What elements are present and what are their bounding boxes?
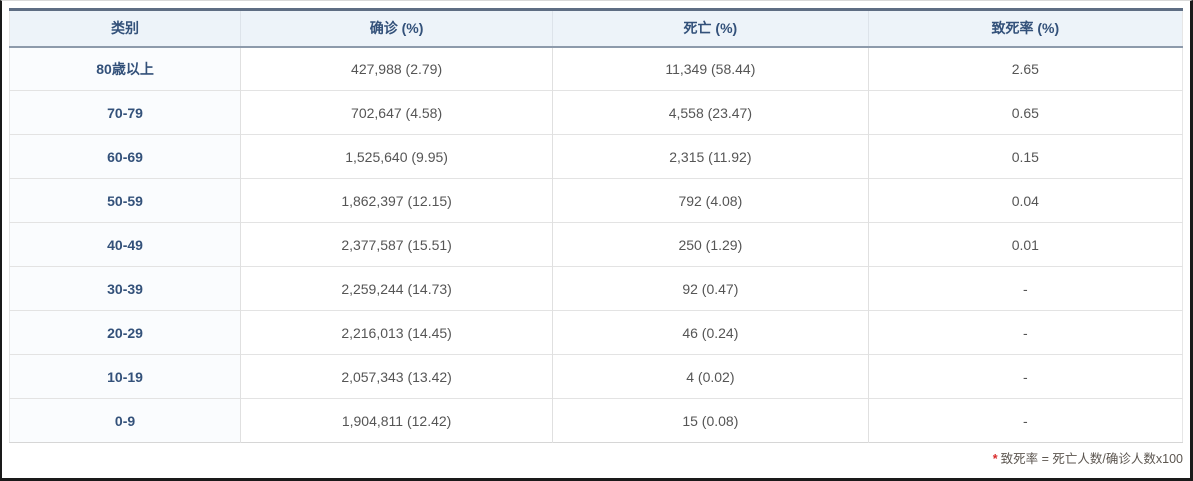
footnote: * 致死率 = 死亡人数/确诊人数x100: [9, 452, 1183, 467]
fatality-rate-cell: -: [867, 354, 1183, 399]
column-header-category: 类别: [9, 9, 241, 48]
header-row: 类别 确诊 (%) 死亡 (%) 致死率 (%): [9, 9, 1183, 48]
table-row: 10-19 2,057,343 (13.42) 4 (0.02) -: [9, 354, 1183, 399]
deaths-cell: 4,558 (23.47): [552, 90, 869, 135]
category-cell: 10-19: [9, 354, 241, 399]
category-cell: 50-59: [9, 178, 241, 223]
category-cell: 60-69: [9, 134, 241, 179]
table-row: 60-69 1,525,640 (9.95) 2,315 (11.92) 0.1…: [9, 134, 1183, 179]
confirmed-cell: 1,525,640 (9.95): [240, 134, 553, 179]
deaths-cell: 2,315 (11.92): [552, 134, 869, 179]
deaths-cell: 792 (4.08): [552, 178, 869, 223]
fatality-rate-cell: -: [867, 310, 1183, 355]
column-header-deaths: 死亡 (%): [552, 9, 869, 48]
table-row: 30-39 2,259,244 (14.73) 92 (0.47) -: [9, 266, 1183, 311]
table-row: 40-49 2,377,587 (15.51) 250 (1.29) 0.01: [9, 222, 1183, 267]
confirmed-cell: 1,904,811 (12.42): [240, 398, 553, 443]
deaths-cell: 15 (0.08): [552, 398, 869, 443]
category-cell: 40-49: [9, 222, 241, 267]
table-body: 80歳以上 427,988 (2.79) 11,349 (58.44) 2.65…: [9, 46, 1183, 443]
age-group-statistics-table: 类别 确诊 (%) 死亡 (%) 致死率 (%) 80歳以上 427,988 (…: [9, 8, 1183, 443]
confirmed-cell: 427,988 (2.79): [240, 46, 553, 91]
fatality-rate-cell: -: [867, 398, 1183, 443]
table-row: 0-9 1,904,811 (12.42) 15 (0.08) -: [9, 398, 1183, 443]
category-cell: 30-39: [9, 266, 241, 311]
category-cell: 80歳以上: [9, 46, 241, 91]
footnote-asterisk-marker: *: [992, 452, 998, 466]
fatality-rate-cell: 2.65: [867, 46, 1183, 91]
category-cell: 70-79: [9, 90, 241, 135]
confirmed-cell: 1,862,397 (12.15): [240, 178, 553, 223]
fatality-rate-cell: -: [867, 266, 1183, 311]
confirmed-cell: 2,377,587 (15.51): [240, 222, 553, 267]
column-header-fatality-rate: 致死率 (%): [867, 9, 1183, 48]
deaths-cell: 4 (0.02): [552, 354, 869, 399]
footnote-text: 致死率 = 死亡人数/确诊人数x100: [1000, 452, 1183, 466]
fatality-rate-cell: 0.15: [867, 134, 1183, 179]
confirmed-cell: 2,259,244 (14.73): [240, 266, 553, 311]
table-header: 类别 确诊 (%) 死亡 (%) 致死率 (%): [9, 9, 1183, 48]
table-row: 50-59 1,862,397 (12.15) 792 (4.08) 0.04: [9, 178, 1183, 223]
deaths-cell: 92 (0.47): [552, 266, 869, 311]
category-cell: 0-9: [9, 398, 241, 443]
category-cell: 20-29: [9, 310, 241, 355]
fatality-rate-cell: 0.65: [867, 90, 1183, 135]
column-header-confirmed: 确诊 (%): [240, 9, 553, 48]
deaths-cell: 11,349 (58.44): [552, 46, 869, 91]
confirmed-cell: 2,057,343 (13.42): [240, 354, 553, 399]
fatality-rate-cell: 0.01: [867, 222, 1183, 267]
deaths-cell: 46 (0.24): [552, 310, 869, 355]
deaths-cell: 250 (1.29): [552, 222, 869, 267]
table-row: 70-79 702,647 (4.58) 4,558 (23.47) 0.65: [9, 90, 1183, 135]
table-row: 80歳以上 427,988 (2.79) 11,349 (58.44) 2.65: [9, 46, 1183, 91]
table-row: 20-29 2,216,013 (14.45) 46 (0.24) -: [9, 310, 1183, 355]
confirmed-cell: 702,647 (4.58): [240, 90, 553, 135]
confirmed-cell: 2,216,013 (14.45): [240, 310, 553, 355]
fatality-rate-cell: 0.04: [867, 178, 1183, 223]
